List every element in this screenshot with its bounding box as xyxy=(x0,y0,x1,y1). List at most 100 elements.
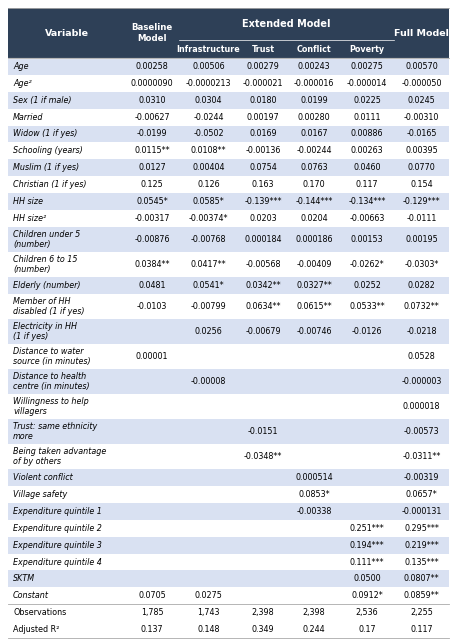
Text: 0.0115**: 0.0115** xyxy=(134,147,170,156)
Bar xyxy=(8,419,449,444)
Text: 0.0252: 0.0252 xyxy=(353,281,381,290)
Text: 0.117: 0.117 xyxy=(410,625,433,634)
Text: Being taken advantage
of by others: Being taken advantage of by others xyxy=(13,447,106,466)
Text: 0.0763: 0.0763 xyxy=(300,163,328,172)
Text: 0.295***: 0.295*** xyxy=(404,524,439,533)
Text: 2,398: 2,398 xyxy=(252,608,274,617)
Text: 0.0615**: 0.0615** xyxy=(296,302,332,311)
Text: -0.000016: -0.000016 xyxy=(294,79,334,88)
Text: -0.00338: -0.00338 xyxy=(297,507,332,516)
Text: 0.00153: 0.00153 xyxy=(351,235,383,244)
Text: 1,785: 1,785 xyxy=(141,608,164,617)
Text: 0.0853*: 0.0853* xyxy=(298,490,330,499)
Text: Sex (1 if male): Sex (1 if male) xyxy=(13,96,71,105)
Text: -0.0199: -0.0199 xyxy=(137,129,167,138)
Bar xyxy=(8,444,449,469)
Text: 2,255: 2,255 xyxy=(410,608,433,617)
Bar xyxy=(8,587,449,604)
Bar xyxy=(238,40,288,58)
Bar xyxy=(340,40,394,58)
Text: 0.00263: 0.00263 xyxy=(351,147,383,156)
Bar xyxy=(8,537,449,554)
Text: 0.0859**: 0.0859** xyxy=(404,592,440,601)
Bar xyxy=(8,319,449,344)
Bar xyxy=(8,125,449,143)
Text: 0.00280: 0.00280 xyxy=(298,113,330,122)
Text: 0.0500: 0.0500 xyxy=(353,574,381,583)
Bar xyxy=(288,40,340,58)
Text: Children under 5
(number): Children under 5 (number) xyxy=(13,230,80,249)
Text: 0.148: 0.148 xyxy=(197,625,220,634)
Text: -0.134***: -0.134*** xyxy=(349,197,386,206)
Text: 0.0770: 0.0770 xyxy=(408,163,436,172)
Text: Married: Married xyxy=(13,113,43,122)
Text: -0.000131: -0.000131 xyxy=(401,507,442,516)
Text: SKTM: SKTM xyxy=(13,574,35,583)
Text: -0.00573: -0.00573 xyxy=(404,427,439,436)
Text: -0.0165: -0.0165 xyxy=(406,129,437,138)
Text: -0.0244: -0.0244 xyxy=(193,113,224,122)
Text: 0.0460: 0.0460 xyxy=(353,163,381,172)
Text: 0.0912*: 0.0912* xyxy=(351,592,383,601)
Text: 0.0169: 0.0169 xyxy=(249,129,277,138)
Bar xyxy=(8,486,449,503)
Text: -0.00008: -0.00008 xyxy=(191,377,226,386)
Text: -0.144***: -0.144*** xyxy=(295,197,333,206)
Text: 1,743: 1,743 xyxy=(197,608,220,617)
Text: Adjusted R²: Adjusted R² xyxy=(13,625,59,634)
Text: 0.0180: 0.0180 xyxy=(249,96,276,105)
Text: Conflict: Conflict xyxy=(297,44,331,53)
Text: 0.0275: 0.0275 xyxy=(195,592,223,601)
Text: 0.00886: 0.00886 xyxy=(351,129,383,138)
Bar xyxy=(125,8,179,58)
Text: Muslim (1 if yes): Muslim (1 if yes) xyxy=(13,163,79,172)
Bar xyxy=(8,159,449,176)
Text: 0.0585*: 0.0585* xyxy=(193,197,224,206)
Text: Infrastructure: Infrastructure xyxy=(177,44,240,53)
Text: Extended Model: Extended Model xyxy=(242,19,331,29)
Text: Full Model: Full Model xyxy=(394,28,449,37)
Bar xyxy=(8,252,449,277)
Bar xyxy=(8,394,449,419)
Bar xyxy=(8,210,449,227)
Text: -0.0348**: -0.0348** xyxy=(244,452,282,461)
Text: 0.0167: 0.0167 xyxy=(300,129,328,138)
Text: 0.000186: 0.000186 xyxy=(295,235,333,244)
Text: -0.00627: -0.00627 xyxy=(134,113,170,122)
Text: 0.0310: 0.0310 xyxy=(138,96,166,105)
Text: Observations: Observations xyxy=(13,608,66,617)
Text: 0.125: 0.125 xyxy=(141,180,164,189)
Text: 0.0203: 0.0203 xyxy=(249,214,277,223)
Text: 0.251***: 0.251*** xyxy=(350,524,384,533)
Text: 2,536: 2,536 xyxy=(356,608,378,617)
Text: -0.0103: -0.0103 xyxy=(137,302,167,311)
Text: -0.00768: -0.00768 xyxy=(191,235,226,244)
Text: 0.0481: 0.0481 xyxy=(138,281,166,290)
Text: 0.000514: 0.000514 xyxy=(295,473,333,482)
Text: -0.00799: -0.00799 xyxy=(191,302,226,311)
Bar xyxy=(8,277,449,294)
Bar xyxy=(8,503,449,520)
Text: Expenditure quintile 3: Expenditure quintile 3 xyxy=(13,541,102,550)
Text: 0.0533**: 0.0533** xyxy=(349,302,385,311)
Text: Elderly (number): Elderly (number) xyxy=(13,281,80,290)
Bar xyxy=(8,227,449,252)
Text: -0.000021: -0.000021 xyxy=(243,79,283,88)
Text: -0.000003: -0.000003 xyxy=(401,377,442,386)
Text: 0.0705: 0.0705 xyxy=(138,592,166,601)
Bar xyxy=(394,8,449,58)
Text: Constant: Constant xyxy=(13,592,49,601)
Text: 0.00395: 0.00395 xyxy=(405,147,438,156)
Text: 0.194***: 0.194*** xyxy=(350,541,384,550)
Text: 0.0256: 0.0256 xyxy=(195,327,223,336)
Text: 0.0657*: 0.0657* xyxy=(406,490,437,499)
Text: 0.00404: 0.00404 xyxy=(192,163,225,172)
Bar xyxy=(8,469,449,486)
Text: 0.0127: 0.0127 xyxy=(138,163,166,172)
Text: 0.137: 0.137 xyxy=(141,625,164,634)
Text: 0.219***: 0.219*** xyxy=(404,541,439,550)
Text: Poverty: Poverty xyxy=(350,44,385,53)
Text: Age: Age xyxy=(13,62,28,71)
Text: 0.00275: 0.00275 xyxy=(351,62,383,71)
Bar xyxy=(8,8,125,58)
